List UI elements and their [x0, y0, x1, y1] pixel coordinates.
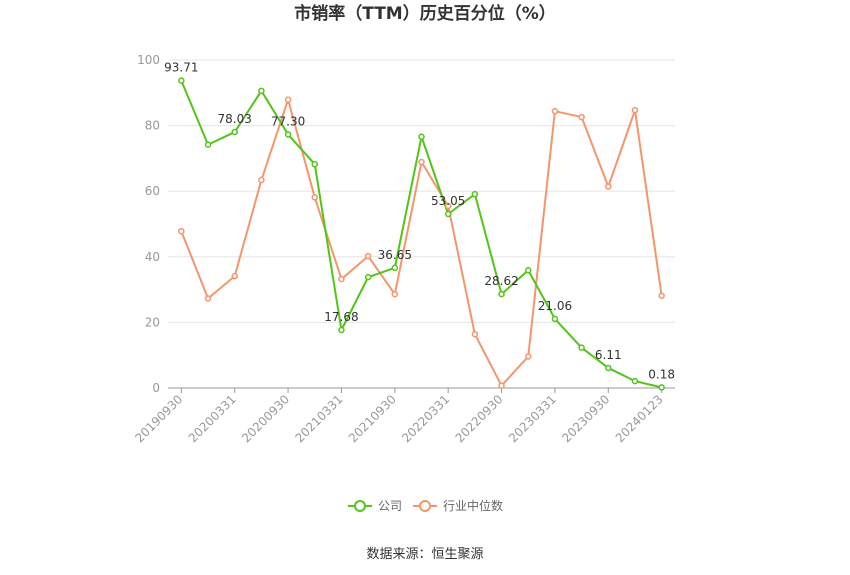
legend-company-label: 公司	[378, 499, 402, 513]
data-point	[631, 377, 639, 385]
legend-item-industry-median[interactable]: 行业中位数	[413, 498, 503, 513]
data-label: 53.05	[431, 194, 465, 208]
data-point	[551, 107, 559, 115]
data-point	[364, 273, 372, 281]
data-point	[391, 290, 399, 298]
data-point	[178, 77, 185, 84]
data-point	[204, 295, 212, 302]
data-point	[258, 87, 265, 95]
data-point	[418, 158, 425, 166]
x-tick-label: 20220930	[453, 392, 506, 445]
series-line-0	[180, 80, 662, 389]
legend: 公司 行业中位数	[348, 498, 503, 513]
data-point	[471, 190, 479, 198]
legend-item-company[interactable]: 公司	[348, 499, 402, 513]
data-point	[578, 344, 585, 351]
data-label: 21.06	[538, 299, 572, 313]
y-tick-label: 60	[145, 184, 160, 198]
data-label: 36.65	[378, 248, 412, 262]
data-point	[178, 227, 185, 235]
x-tick-label: 20220331	[399, 392, 452, 445]
data-label: 77.30	[271, 114, 305, 128]
series-lines	[180, 80, 663, 389]
data-point	[524, 353, 532, 360]
data-point	[284, 131, 292, 138]
data-point	[631, 106, 639, 114]
data-point	[605, 364, 612, 372]
x-tick-label: 20230331	[506, 392, 559, 445]
data-point	[338, 275, 345, 283]
x-tick-label: 20210930	[346, 392, 399, 445]
grid-lines	[168, 59, 675, 323]
series-line-1	[180, 98, 663, 387]
y-tick-label: 20	[145, 315, 160, 329]
y-tick-label: 40	[145, 250, 160, 264]
data-point	[231, 272, 238, 280]
data-point	[658, 384, 665, 391]
data-label: 78.03	[218, 112, 252, 126]
data-point	[284, 96, 292, 103]
data-point	[311, 194, 319, 201]
legend-industry-marker-icon	[419, 500, 431, 512]
legend-company-marker-icon	[354, 500, 366, 512]
data-point	[551, 315, 559, 323]
data-point	[231, 128, 238, 136]
data-label: 17.68	[324, 310, 358, 324]
data-point	[605, 183, 612, 190]
data-point	[204, 141, 212, 148]
data-label: 6.11	[595, 348, 622, 362]
x-tick-label: 20240123	[613, 392, 666, 445]
x-tick-label: 20200930	[239, 392, 292, 445]
data-point	[444, 210, 452, 218]
data-point	[471, 330, 479, 338]
x-tick-label: 20190930	[132, 392, 185, 445]
data-point	[658, 292, 665, 300]
data-point	[418, 133, 425, 141]
data-point	[391, 264, 399, 272]
data-point	[338, 326, 345, 334]
chart-title: 市销率（TTM）历史百分位（%）	[294, 3, 556, 24]
data-label: 28.62	[484, 274, 518, 288]
data-labels: 93.71 78.03 77.30 17.68 36.65 53.05 28.62 21.06…	[164, 61, 675, 382]
x-tick-label: 20230930	[559, 392, 612, 445]
source-text: 数据来源：恒生聚源	[366, 547, 483, 562]
y-tick-label: 0	[152, 381, 160, 395]
data-label: 93.71	[164, 61, 198, 75]
legend-industry-label: 行业中位数	[443, 498, 503, 513]
y-tick-label: 80	[145, 119, 160, 133]
data-point	[444, 202, 452, 210]
data-point	[498, 382, 505, 389]
x-tick-label: 20200331	[186, 392, 239, 445]
data-point	[524, 266, 532, 274]
data-point	[364, 252, 372, 260]
series-points	[178, 77, 665, 391]
data-label: 0.18	[648, 367, 675, 381]
data-point	[498, 290, 505, 298]
data-point	[258, 176, 265, 184]
data-point	[578, 113, 585, 121]
data-point	[311, 161, 319, 168]
x-tick-label: 20210331	[292, 392, 345, 445]
y-tick-label: 100	[137, 53, 160, 67]
